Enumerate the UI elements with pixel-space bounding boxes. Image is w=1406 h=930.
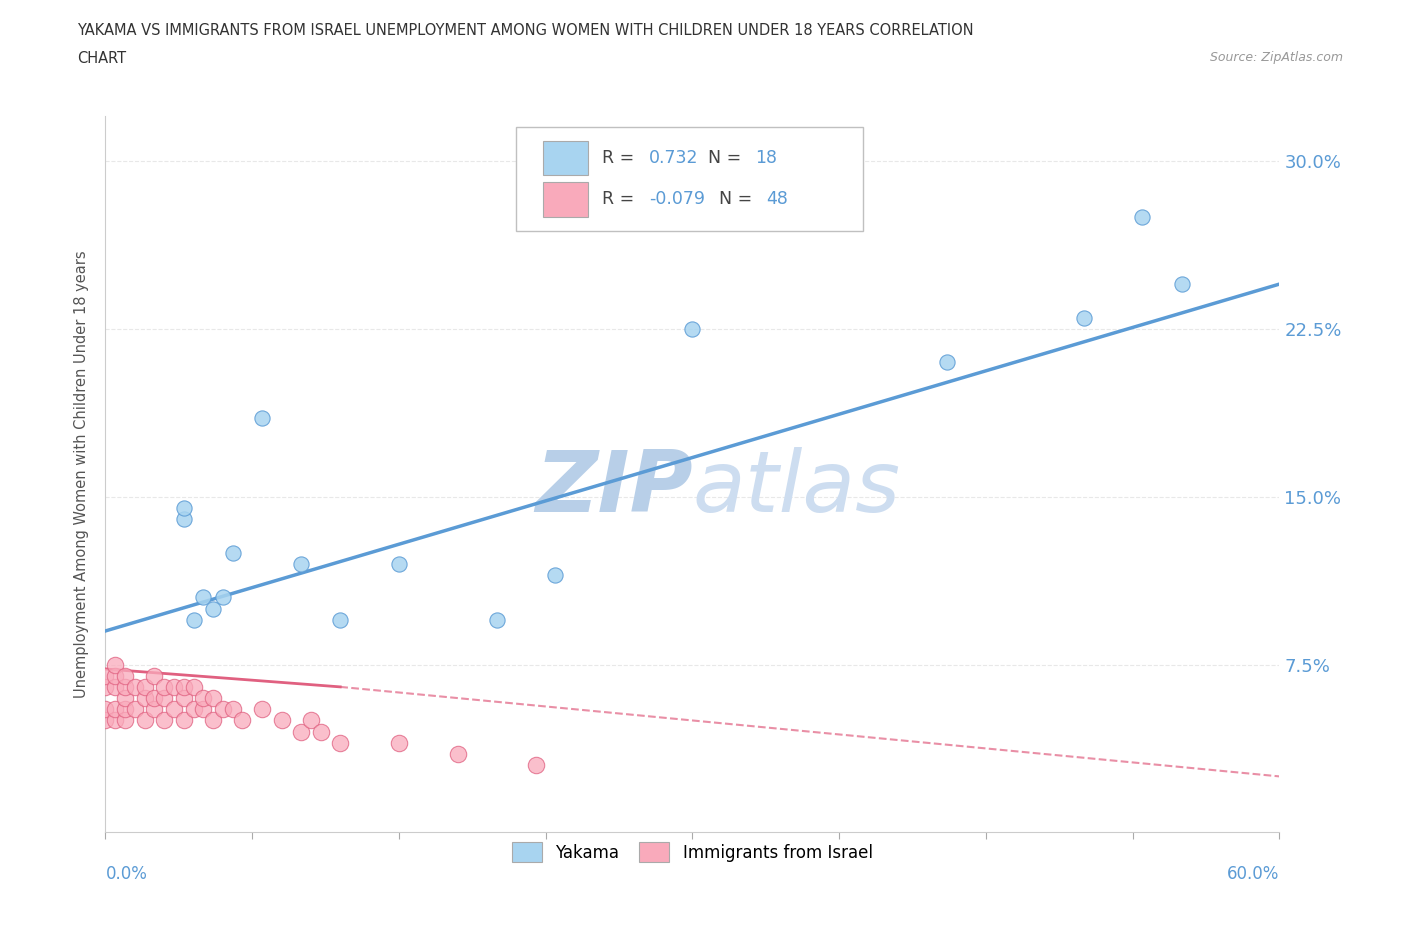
Point (221, 545, 243, 560)
Point (193, 590, 215, 604)
Text: N =: N = (707, 149, 747, 166)
Point (1132, 209, 1154, 224)
Point (193, 702, 215, 717)
Point (173, 680, 195, 695)
Point (211, 702, 233, 717)
Point (270, 713, 292, 728)
Point (114, 669, 136, 684)
Point (153, 713, 176, 728)
Point (134, 680, 156, 695)
Text: 0.732: 0.732 (650, 149, 699, 166)
Point (250, 411, 273, 426)
Text: R =: R = (602, 191, 640, 208)
Point (682, 322, 704, 337)
Y-axis label: Unemployment Among Women with Children Under 18 years: Unemployment Among Women with Children U… (75, 250, 90, 698)
Point (211, 590, 233, 604)
Point (163, 702, 186, 717)
Point (250, 702, 273, 717)
Point (1170, 276, 1192, 291)
Point (104, 702, 127, 717)
Point (299, 713, 322, 728)
FancyBboxPatch shape (516, 127, 863, 231)
Point (104, 669, 127, 684)
Point (183, 702, 205, 717)
Point (114, 702, 136, 717)
Point (388, 736, 411, 751)
Point (447, 747, 470, 762)
Text: 0.0%: 0.0% (105, 865, 148, 883)
Point (104, 713, 127, 728)
Point (173, 691, 195, 706)
Point (173, 713, 195, 728)
Point (202, 713, 225, 728)
Text: atlas: atlas (693, 447, 900, 530)
Point (485, 612, 508, 627)
Point (524, 758, 547, 773)
Point (94, 702, 117, 717)
Point (202, 691, 225, 706)
Point (163, 680, 186, 695)
Text: 48: 48 (766, 191, 789, 208)
Text: CHART: CHART (77, 51, 127, 66)
Point (183, 612, 205, 627)
Point (183, 680, 205, 695)
Point (935, 355, 957, 370)
Bar (543, 182, 588, 217)
Point (221, 702, 243, 717)
Point (329, 736, 352, 751)
Text: 60.0%: 60.0% (1227, 865, 1279, 883)
Point (290, 724, 312, 739)
Point (143, 702, 166, 717)
Point (173, 500, 195, 515)
Point (388, 556, 411, 571)
Point (193, 691, 215, 706)
Point (1073, 311, 1095, 325)
Point (329, 612, 352, 627)
Point (124, 680, 146, 695)
Text: 18: 18 (755, 149, 776, 166)
Point (231, 713, 253, 728)
Point (143, 691, 166, 706)
Point (544, 567, 567, 582)
Point (134, 691, 156, 706)
Point (104, 658, 127, 672)
Text: -0.079: -0.079 (650, 191, 704, 208)
Point (114, 680, 136, 695)
Point (114, 713, 136, 728)
Point (309, 724, 332, 739)
Point (114, 691, 136, 706)
Text: Source: ZipAtlas.com: Source: ZipAtlas.com (1209, 51, 1343, 64)
Legend: Yakama, Immigrants from Israel: Yakama, Immigrants from Israel (503, 833, 882, 870)
Point (173, 512, 195, 526)
Point (153, 680, 176, 695)
Text: YAKAMA VS IMMIGRANTS FROM ISRAEL UNEMPLOYMENT AMONG WOMEN WITH CHILDREN UNDER 18: YAKAMA VS IMMIGRANTS FROM ISRAEL UNEMPLO… (77, 23, 974, 38)
Point (134, 713, 156, 728)
Point (104, 680, 127, 695)
Point (202, 601, 225, 616)
Point (143, 669, 166, 684)
Point (94, 713, 117, 728)
Text: N =: N = (720, 191, 758, 208)
Point (290, 556, 312, 571)
Point (94, 669, 117, 684)
Bar (543, 140, 588, 175)
Text: ZIP: ZIP (534, 447, 693, 530)
Point (124, 702, 146, 717)
Point (153, 691, 176, 706)
Text: R =: R = (602, 149, 640, 166)
Point (94, 680, 117, 695)
